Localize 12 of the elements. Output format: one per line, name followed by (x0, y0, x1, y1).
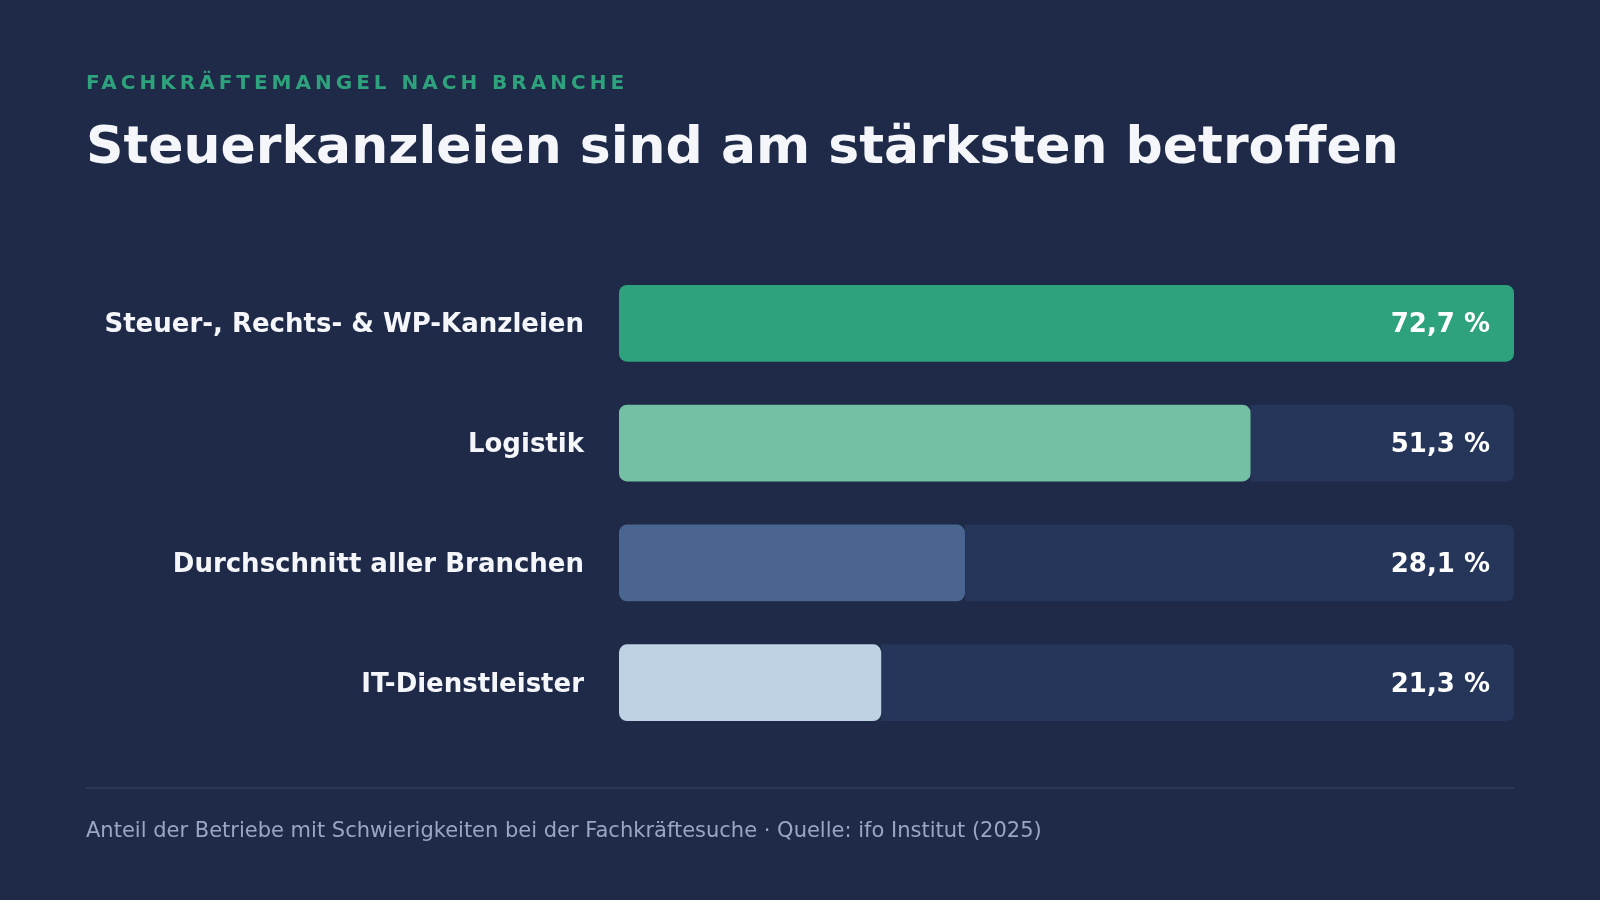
text: FACHKRÄFTEMANGEL NACH BRANCHE (86, 70, 629, 94)
y-tick-label: Durchschnitt aller Branchen (172, 548, 584, 578)
bar (619, 284, 1514, 362)
data-label: 72,7 % (1390, 308, 1490, 339)
y-tick-label: IT-Dienstleister (361, 667, 585, 698)
chart-title: Steuerkanzleien sind am stärksten betroffen (86, 115, 1399, 175)
text: Anteil der Betriebe mit Schwierigkeiten bei der Fachkräftesuche · Quelle: ifo Institut (2025) (86, 818, 1042, 842)
data-label: 28,1 % (1390, 548, 1490, 578)
data-label: 21,3 % (1390, 667, 1490, 698)
data-label: 51,3 % (1390, 428, 1490, 459)
y-tick-label: Steuer-, Rechts- & WP-Kanzleien (104, 308, 584, 339)
y-tick-label: Logistik (467, 428, 585, 459)
